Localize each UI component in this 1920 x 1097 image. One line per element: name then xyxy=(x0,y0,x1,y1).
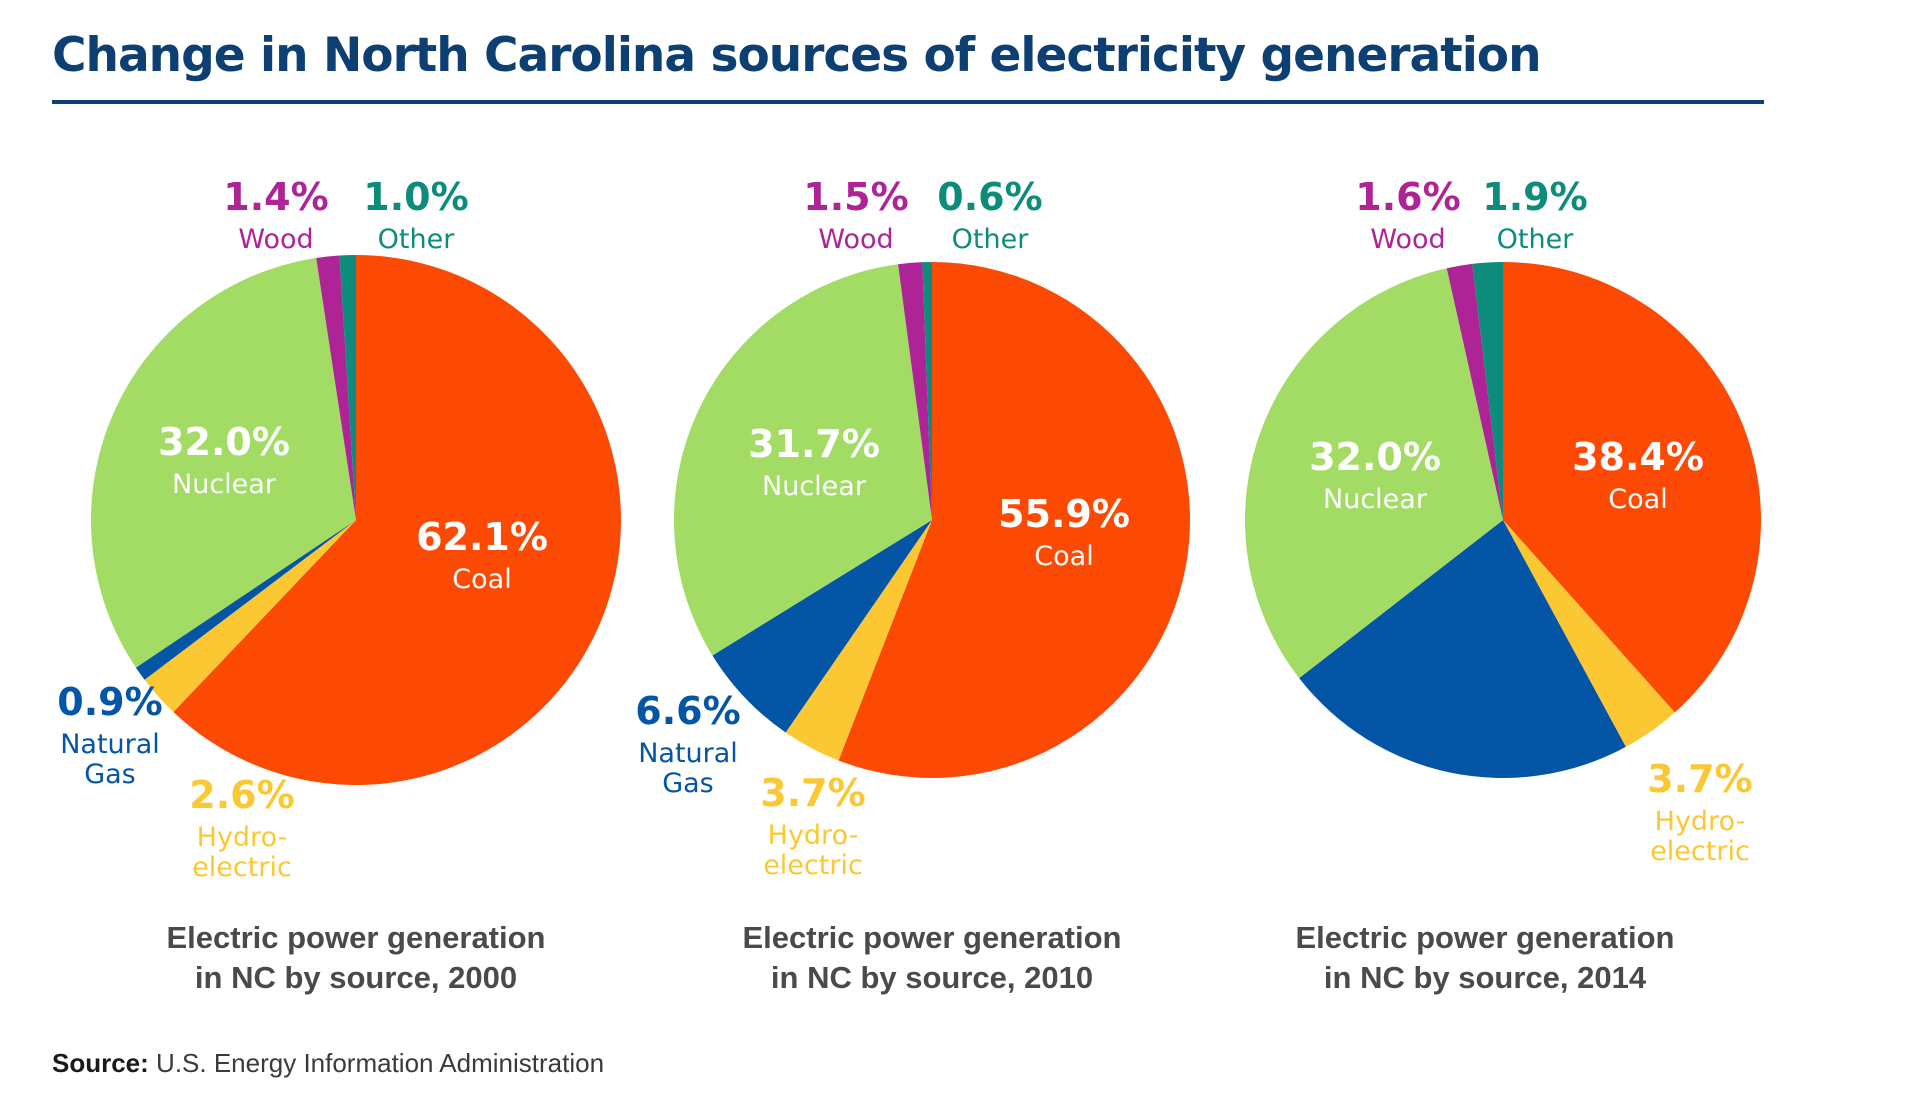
pie-1-label-naturalgas: Gas xyxy=(84,759,136,790)
pie-slice-wood xyxy=(1446,263,1503,520)
pie-chart-3: 38.4% Coal 3.7% Hydro-electric 22.4% NaturalG… xyxy=(1244,175,1761,995)
pie-slice-wood xyxy=(898,262,932,520)
pie-3-label-nuclear: Nuclear xyxy=(1323,484,1428,515)
pie-slice-other xyxy=(339,255,356,520)
pie-3-pct-coal: 38.4% xyxy=(1572,435,1704,479)
pie-slice-nuclear xyxy=(673,264,932,656)
source-label: Source: xyxy=(52,1048,149,1078)
source-text: U.S. Energy Information Administration xyxy=(156,1048,605,1078)
pie-1-pct-naturalgas: 0.9% xyxy=(57,680,162,724)
pie-2-pct-other: 0.6% xyxy=(937,175,1042,219)
pie-2-pct-wood: 1.5% xyxy=(803,175,908,219)
pie-2-label-naturalgas: Gas xyxy=(662,768,714,799)
pie-slice-other xyxy=(1472,262,1503,520)
pie-3-label-other: Other xyxy=(1497,224,1575,255)
pie-2-label-hydro: electric xyxy=(763,850,863,881)
pie-3-label-hydro: Hydro- xyxy=(1655,806,1746,837)
pie-3-label-naturalgas: Natural xyxy=(1420,669,1520,700)
pie-slice-coal xyxy=(173,255,621,785)
pie-slice-nuclear xyxy=(91,258,356,668)
pie-2-label-other: Other xyxy=(952,224,1030,255)
pie-2-pct-naturalgas: 6.6% xyxy=(635,689,740,733)
pie-slice-coal xyxy=(838,262,1191,779)
pie-2-label-hydro: Hydro- xyxy=(768,820,859,851)
pie-2-label-naturalgas: Natural xyxy=(638,738,738,769)
pie-1-caption: in NC by source, 2000 xyxy=(195,960,517,995)
pie-1-pct-nuclear: 32.0% xyxy=(158,420,290,464)
title-divider xyxy=(52,100,1764,104)
pie-3-label-coal: Coal xyxy=(1608,484,1667,515)
pie-chart-1: 62.1% Coal 2.6% Hydro-electric 0.9% NaturalGa… xyxy=(57,175,621,995)
pie-2-label-nuclear: Nuclear xyxy=(762,471,867,502)
pie-1-label-hydro: Hydro- xyxy=(197,822,288,853)
pie-3-label-wood: Wood xyxy=(1370,224,1445,255)
pie-2-pct-coal: 55.9% xyxy=(998,492,1130,536)
pie-1-caption: Electric power generation xyxy=(167,920,546,955)
pie-slice-naturalgas xyxy=(712,520,932,733)
pie-1-label-wood: Wood xyxy=(238,224,313,255)
pie-3-label-hydro: electric xyxy=(1650,836,1750,867)
pie-3-pct-other: 1.9% xyxy=(1482,175,1587,219)
pie-1-label-nuclear: Nuclear xyxy=(172,469,277,500)
pie-2-pct-nuclear: 31.7% xyxy=(748,422,880,466)
pie-1-pct-other: 1.0% xyxy=(363,175,468,219)
pie-slice-naturalgas xyxy=(135,520,356,680)
pie-3-label-naturalgas: Gas xyxy=(1444,699,1496,730)
pie-1-pct-coal: 62.1% xyxy=(416,515,548,559)
pie-slice-naturalgas xyxy=(1299,520,1626,778)
pie-3-pct-naturalgas: 22.4% xyxy=(1404,620,1536,664)
pie-3-pct-nuclear: 32.0% xyxy=(1309,435,1441,479)
pie-1-pct-hydro: 2.6% xyxy=(189,773,294,817)
pie-1-label-hydro: electric xyxy=(192,852,292,883)
pie-slice-hydro xyxy=(785,520,932,761)
pie-3-pct-wood: 1.6% xyxy=(1355,175,1460,219)
pie-2-label-wood: Wood xyxy=(818,224,893,255)
source-note: Source: U.S. Energy Information Administ… xyxy=(52,1048,604,1079)
pie-1-pct-wood: 1.4% xyxy=(223,175,328,219)
pie-slice-wood xyxy=(316,255,356,520)
pie-3-pct-hydro: 3.7% xyxy=(1647,757,1752,801)
pie-3-caption: in NC by source, 2014 xyxy=(1324,960,1647,995)
pie-2-caption: Electric power generation xyxy=(743,920,1122,955)
pie-1-label-coal: Coal xyxy=(452,564,511,595)
chart-title: Change in North Carolina sources of elec… xyxy=(52,28,1542,83)
pie-slice-coal xyxy=(1503,262,1761,713)
pie-slice-nuclear xyxy=(1244,268,1503,679)
pie-3-caption: Electric power generation xyxy=(1296,920,1675,955)
pie-2-pct-hydro: 3.7% xyxy=(760,771,865,815)
pie-2-caption: in NC by source, 2010 xyxy=(771,960,1093,995)
pie-slice-hydro xyxy=(144,520,356,713)
pie-chart-2: 55.9% Coal 3.7% Hydro-electric 6.6% NaturalGa… xyxy=(635,175,1191,995)
pie-2-label-coal: Coal xyxy=(1034,541,1093,572)
pie-slice-hydro xyxy=(1503,520,1675,747)
pie-1-label-other: Other xyxy=(378,224,456,255)
pie-slice-other xyxy=(922,261,932,520)
pie-1-label-naturalgas: Natural xyxy=(60,729,160,760)
